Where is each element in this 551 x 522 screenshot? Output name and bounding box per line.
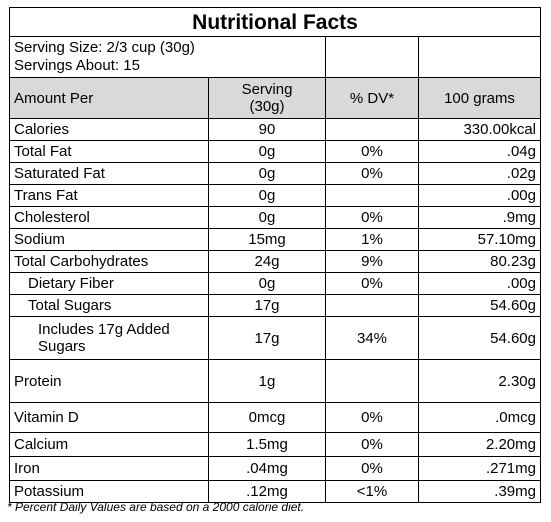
dv-value: 0%: [325, 140, 419, 163]
dv-value: 34%: [325, 316, 419, 360]
dv-value: 9%: [325, 250, 419, 273]
header-dv: % DV*: [325, 77, 419, 119]
table-row: Sodium 15mg 1% 57.10mg: [9, 228, 541, 251]
nutrition-facts-panel: Nutritional Facts Serving Size: 2/3 cup …: [9, 7, 541, 503]
serving-value: 1.5mg: [208, 432, 326, 457]
dv-value: 0%: [325, 432, 419, 457]
per100-value: 54.60g: [418, 316, 541, 360]
nutrient-name: Total Fat: [9, 140, 209, 163]
nutrient-name: Iron: [9, 456, 209, 481]
dv-value: [325, 294, 419, 317]
dv-value: 0%: [325, 206, 419, 229]
per100-value: .02g: [418, 162, 541, 185]
table-row: Cholesterol 0g 0% .9mg: [9, 206, 541, 229]
nutrient-name: Protein: [9, 359, 209, 403]
table-title: Nutritional Facts: [9, 7, 541, 37]
per100-value: 2.20mg: [418, 432, 541, 457]
serving-value: 90: [208, 118, 326, 141]
nutrient-name: Total Sugars: [9, 294, 209, 317]
nutrient-name: Trans Fat: [9, 184, 209, 207]
table-row: Total Carbohydrates 24g 9% 80.23g: [9, 250, 541, 273]
table-row: Potassium .12mg <1% .39mg: [9, 480, 541, 503]
serving-value: .04mg: [208, 456, 326, 481]
dv-value: 0%: [325, 456, 419, 481]
nutrient-name: Includes 17g Added Sugars: [9, 316, 209, 360]
serving-value: 0g: [208, 162, 326, 185]
per100-value: .39mg: [418, 480, 541, 503]
table-row: Total Fat 0g 0% .04g: [9, 140, 541, 163]
per100-value: 54.60g: [418, 294, 541, 317]
table-row: Vitamin D 0mcg 0% .0mcg: [9, 402, 541, 433]
empty-cell: [418, 36, 541, 78]
header-per100: 100 grams: [418, 77, 541, 119]
nutrient-name: Cholesterol: [9, 206, 209, 229]
dv-value: 0%: [325, 402, 419, 433]
per100-value: .9mg: [418, 206, 541, 229]
nutrient-name: Sodium: [9, 228, 209, 251]
nutrient-name: Calories: [9, 118, 209, 141]
dv-value: 1%: [325, 228, 419, 251]
per100-value: .0mcg: [418, 402, 541, 433]
nutrient-name: Dietary Fiber: [9, 272, 209, 295]
serving-value: 0mcg: [208, 402, 326, 433]
per100-value: .00g: [418, 272, 541, 295]
serving-value: 0g: [208, 272, 326, 295]
nutrient-name: Total Carbohydrates: [9, 250, 209, 273]
footnote: * Percent Daily Values are based on a 20…: [7, 500, 305, 514]
per100-value: 80.23g: [418, 250, 541, 273]
dv-value: [325, 118, 419, 141]
serving-info: Serving Size: 2/3 cup (30g) Servings Abo…: [9, 36, 326, 78]
table-row: Calories 90 330.00kcal: [9, 118, 541, 141]
table-row: Saturated Fat 0g 0% .02g: [9, 162, 541, 185]
serving-value: 0g: [208, 140, 326, 163]
table-row: Includes 17g Added Sugars 17g 34% 54.60g: [9, 316, 541, 360]
dv-value: <1%: [325, 480, 419, 503]
dv-value: 0%: [325, 162, 419, 185]
table-row: Iron .04mg 0% .271mg: [9, 456, 541, 481]
nutrient-name: Potassium: [9, 480, 209, 503]
table-row: Protein 1g 2.30g: [9, 359, 541, 403]
per100-value: .04g: [418, 140, 541, 163]
per100-value: .00g: [418, 184, 541, 207]
dv-value: [325, 359, 419, 403]
header-amount: Amount Per: [9, 77, 209, 119]
table-row: Trans Fat 0g .00g: [9, 184, 541, 207]
header-row: Amount Per Serving (30g) % DV* 100 grams: [9, 77, 541, 119]
per100-value: .271mg: [418, 456, 541, 481]
nutrient-name: Saturated Fat: [9, 162, 209, 185]
table-row: Dietary Fiber 0g 0% .00g: [9, 272, 541, 295]
nutrient-name: Calcium: [9, 432, 209, 457]
dv-value: 0%: [325, 272, 419, 295]
serving-value: 15mg: [208, 228, 326, 251]
serving-value: 24g: [208, 250, 326, 273]
nutrition-table: Nutritional Facts Serving Size: 2/3 cup …: [9, 7, 541, 503]
table-row: Total Sugars 17g 54.60g: [9, 294, 541, 317]
serving-size: Serving Size: 2/3 cup (30g): [14, 39, 195, 56]
serving-value: 17g: [208, 294, 326, 317]
dv-value: [325, 184, 419, 207]
servings-count: Servings About: 15: [14, 57, 140, 74]
serving-value: 0g: [208, 184, 326, 207]
per100-value: 330.00kcal: [418, 118, 541, 141]
serving-value: 17g: [208, 316, 326, 360]
per100-value: 2.30g: [418, 359, 541, 403]
per100-value: 57.10mg: [418, 228, 541, 251]
header-serving: Serving (30g): [208, 77, 326, 119]
serving-value: 0g: [208, 206, 326, 229]
table-row: Calcium 1.5mg 0% 2.20mg: [9, 432, 541, 457]
serving-value: 1g: [208, 359, 326, 403]
nutrient-name: Vitamin D: [9, 402, 209, 433]
empty-cell: [325, 36, 419, 78]
